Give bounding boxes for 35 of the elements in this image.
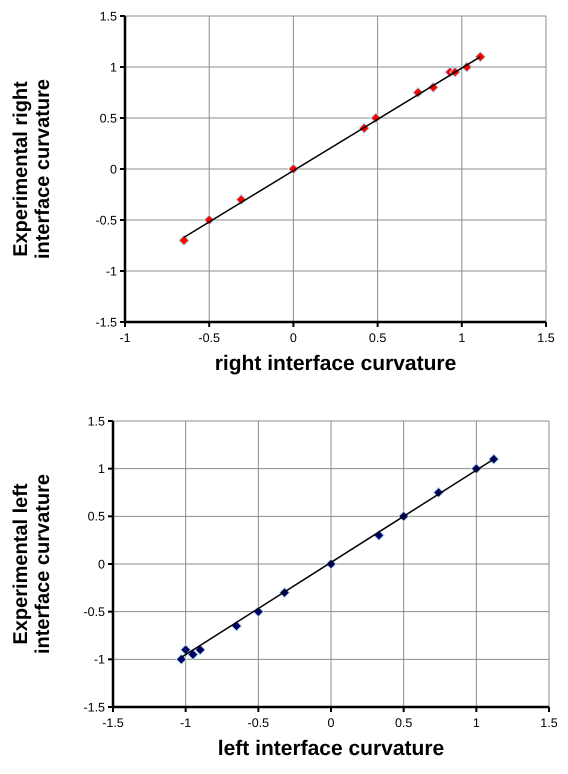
point	[187, 649, 198, 660]
y-tick-label: 1.5	[88, 414, 106, 428]
x-tick-label: 0	[328, 716, 335, 730]
y-tick-label: -1	[94, 652, 106, 667]
x-tick-label: 0.5	[368, 331, 386, 345]
x-tick-label: -1	[180, 716, 192, 730]
y-tick-label: 1	[110, 60, 118, 74]
point	[176, 654, 187, 665]
y-axis-title: Experimental right interface curvature	[10, 78, 54, 260]
x-tick-label: -0.5	[248, 716, 270, 730]
y-tick-label: -1.5	[95, 315, 118, 330]
x-tick-label: -1	[119, 331, 131, 345]
y-axis-title: Experimental left interface curvature	[10, 474, 54, 654]
y-tick-label: -0.5	[83, 605, 106, 620]
x-tick-label: 1	[458, 331, 466, 345]
y-tick-label: -0.5	[95, 213, 118, 228]
y-tick-label: -1	[106, 264, 118, 278]
y-tick-label: 0.5	[88, 510, 106, 524]
y-tick-label: 1.5	[100, 9, 118, 24]
point	[178, 234, 190, 246]
x-tick-label: -0.5	[198, 331, 220, 345]
point	[194, 644, 206, 656]
y-tick-label: 0	[98, 557, 106, 572]
y-tick-label: 1	[98, 462, 106, 476]
y-tick-label: 0	[110, 162, 118, 176]
y-tick-label: 0.5	[100, 111, 118, 126]
x-axis-title: right interface curvature	[214, 352, 456, 375]
x-tick-label: 0	[290, 331, 297, 345]
x-tick-label: 1	[472, 716, 480, 730]
x-tick-label: 1.5	[537, 331, 555, 345]
y-tick-label: -1.5	[83, 700, 106, 714]
x-tick-label: 1.5	[540, 716, 558, 730]
x-axis-title: left interface curvature	[218, 737, 444, 760]
x-tick-label: 0.5	[394, 716, 412, 730]
point	[180, 644, 192, 656]
